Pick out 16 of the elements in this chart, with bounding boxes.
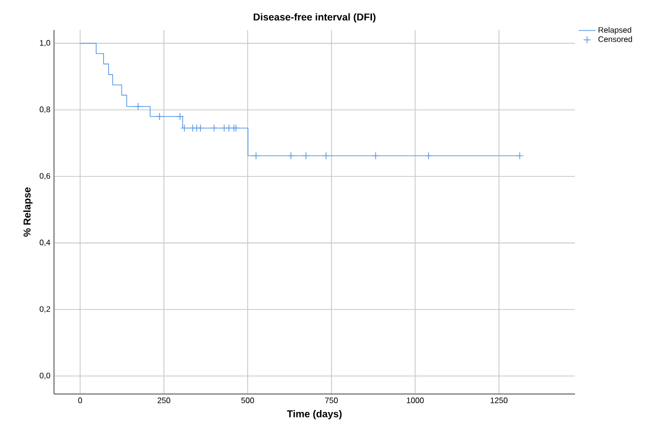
- point: [180, 124, 188, 132]
- point: [516, 152, 524, 160]
- point: [302, 152, 310, 160]
- point: [176, 112, 184, 120]
- point: [322, 152, 330, 160]
- point: [210, 124, 218, 132]
- x-axis-title: Time (days): [287, 410, 342, 420]
- point: [220, 124, 228, 132]
- y-axis-title: % Relapse: [23, 187, 33, 237]
- chart-title: Disease-free interval (DFI): [254, 13, 376, 22]
- point: [156, 112, 164, 120]
- point: [252, 152, 260, 160]
- point: [424, 152, 432, 160]
- point: [372, 152, 380, 160]
- point: [134, 102, 142, 110]
- point: [286, 152, 295, 160]
